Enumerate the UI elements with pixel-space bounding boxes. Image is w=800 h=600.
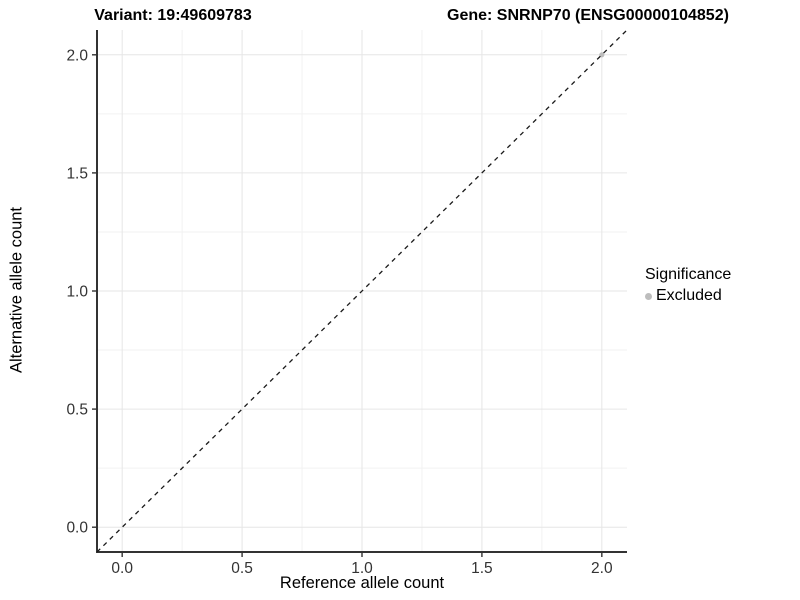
legend: Significance Excluded [642, 266, 731, 305]
y-tick-label: 0.0 [66, 520, 88, 537]
legend-title: Significance [645, 266, 732, 283]
y-tick-label: 0.5 [66, 402, 88, 419]
x-tick-label: 0.0 [111, 560, 133, 577]
legend-item-excluded: Excluded [642, 287, 731, 305]
y-tick-label: 2.0 [66, 47, 88, 64]
identity-reference-line [96, 29, 628, 553]
y-tick-label: 1.0 [66, 284, 88, 301]
x-tick-label: 1.5 [471, 560, 493, 577]
legend-item-label: Excluded [656, 287, 722, 304]
x-tick-label: 0.5 [231, 560, 253, 577]
data-point-excluded [599, 52, 605, 58]
x-axis-title: Reference allele count [279, 574, 445, 592]
y-tick-label: 1.5 [66, 165, 88, 182]
x-tick-label: 2.0 [591, 560, 613, 577]
x-tick-label: 1.0 [351, 560, 373, 577]
legend-key-dot-icon [645, 292, 652, 300]
y-axis-title: Alternative allele count [7, 206, 26, 374]
variant-title: Variant: 19:49609783 [94, 7, 252, 24]
